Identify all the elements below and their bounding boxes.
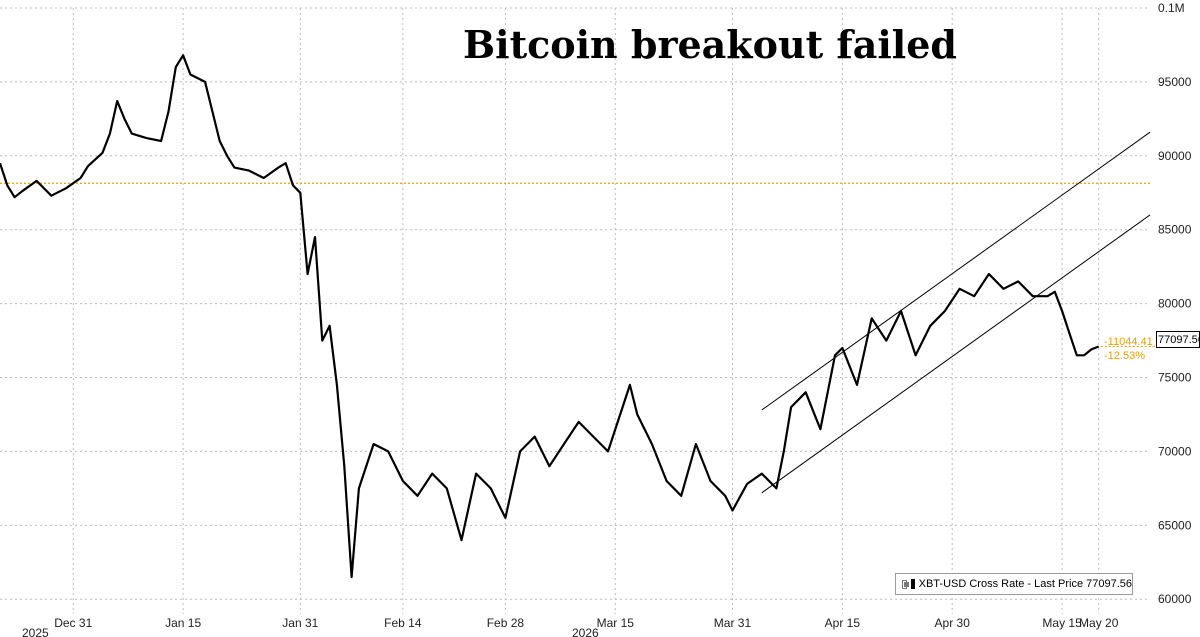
series (0, 54, 1156, 579)
reference-lines (0, 131, 1151, 494)
y-tick-label: 65000 (1158, 518, 1192, 532)
x-tick-label: Jan 31 (282, 616, 318, 630)
chart-title: Bitcoin breakout failed (463, 22, 957, 67)
y-tick-label: 90000 (1158, 149, 1192, 163)
x-tick-label: Feb 14 (384, 616, 422, 630)
x-tick-label: May 20 (1079, 616, 1119, 630)
price-series-line (0, 54, 1100, 579)
legend-label: XBT-USD Cross Rate - Last Price 77097.56 (918, 578, 1132, 590)
x-axis-ticks: Dec 31 Jan 15 Jan 31 Feb 14 Feb 28 Mar 15 Mar … (22, 616, 1119, 637)
legend-toggle-icon[interactable] (902, 579, 909, 589)
change-absolute: -11044.41 (1104, 336, 1153, 348)
channel-lower-line (761, 214, 1151, 494)
y-tick-label: 95000 (1158, 75, 1192, 89)
change-percent: -12.53% (1104, 350, 1145, 362)
x-tick-label: May 15 (1042, 616, 1082, 630)
y-tick-label: 70000 (1158, 444, 1192, 458)
x-tick-label: Apr 30 (935, 616, 971, 630)
last-price-tag: 77097.56 (1156, 331, 1200, 348)
year-label: 2026 (572, 626, 599, 637)
x-tick-label: Mar 15 (597, 616, 635, 630)
x-tick-label: Dec 31 (54, 616, 92, 630)
y-tick-label: 85000 (1158, 223, 1192, 237)
channel-upper-line (761, 131, 1151, 411)
x-tick-label: Jan 15 (165, 616, 201, 630)
y-tick-label: 60000 (1158, 592, 1192, 606)
x-tick-label: Apr 15 (825, 616, 861, 630)
legend-swatch-icon (910, 579, 915, 589)
legend: XBT-USD Cross Rate - Last Price 77097.56 (895, 573, 1133, 595)
y-tick-label: 0.1M (1158, 1, 1185, 15)
y-tick-label: 75000 (1158, 371, 1192, 385)
grid-lines (0, 7, 1150, 614)
x-tick-label: Feb 28 (487, 616, 525, 630)
y-axis-ticks: 60000 65000 70000 75000 80000 85000 90000 95000… (1158, 1, 1192, 606)
x-tick-label: Mar 31 (714, 616, 752, 630)
y-tick-label: 80000 (1158, 297, 1192, 311)
year-label: 2025 (22, 626, 49, 637)
